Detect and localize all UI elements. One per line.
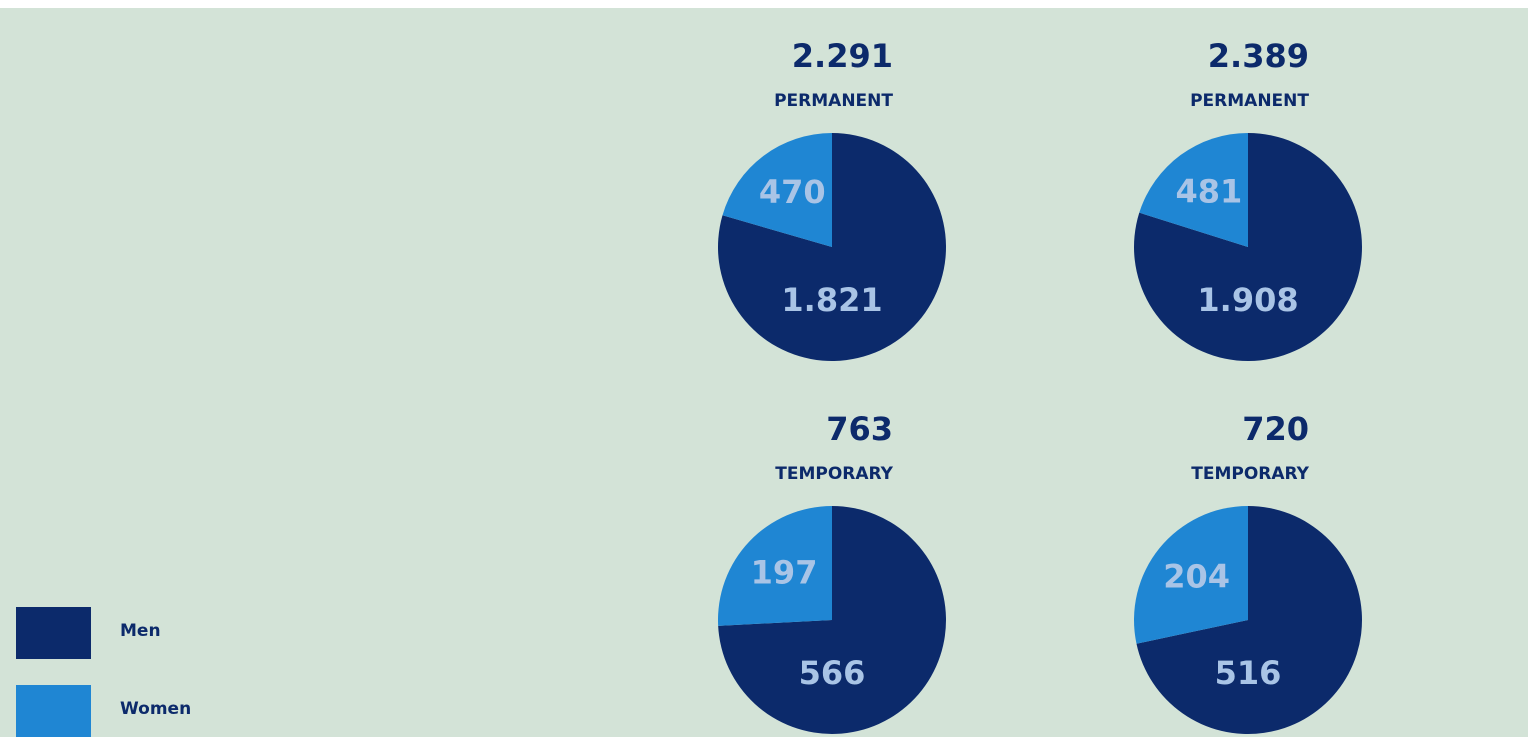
- pie-total: 763: [826, 410, 893, 448]
- pie-total: 2.291: [792, 37, 893, 75]
- pie-value-label: 1.908: [1197, 281, 1298, 319]
- frame-right: [1528, 0, 1535, 742]
- pie-slice: [1136, 506, 1362, 735]
- pie-value-label: 1.821: [781, 281, 882, 319]
- pie-value-label: 197: [751, 553, 818, 591]
- pie-subtitle: TEMPORARY: [775, 464, 893, 484]
- legend-label: Women: [120, 699, 191, 719]
- pie-value-label: 516: [1215, 654, 1282, 692]
- frame-bottom: [0, 737, 1535, 742]
- legend-label: Men: [120, 621, 161, 641]
- pie-slice: [718, 133, 947, 362]
- charts: 2.291 PERMANENT 1.821 470 2.389 PERMANENT 1.90…: [16, 37, 1362, 737]
- legend-swatch: [16, 607, 91, 659]
- pie-value-label: 470: [759, 173, 826, 211]
- pie-total: 2.389: [1208, 37, 1309, 75]
- pie-subtitle: PERMANENT: [774, 91, 893, 111]
- pie-value-label: 481: [1176, 173, 1243, 211]
- pie-slice: [1134, 506, 1248, 644]
- frame-top: [0, 0, 1535, 8]
- pie-subtitle: PERMANENT: [1190, 91, 1309, 111]
- pie-slice: [718, 506, 832, 626]
- pie-slice: [722, 133, 832, 247]
- legend-swatch: [16, 685, 91, 737]
- pie-subtitle: TEMPORARY: [1191, 464, 1309, 484]
- pie-value-label: 566: [799, 654, 866, 692]
- pie-value-label: 204: [1163, 557, 1230, 595]
- pie-slice: [718, 506, 946, 734]
- pie-total: 720: [1242, 410, 1309, 448]
- pie-slice: [1139, 133, 1248, 247]
